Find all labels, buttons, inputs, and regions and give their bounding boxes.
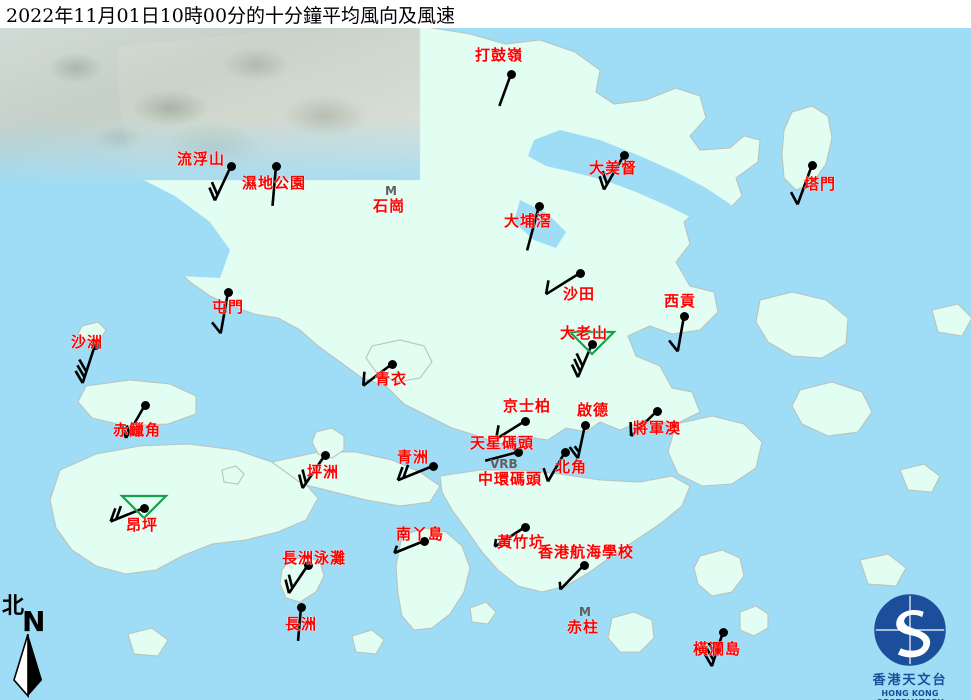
compass-rose: 北 N (2, 588, 66, 700)
station-wind-code: VRB (490, 457, 518, 471)
compass-label-en: N (22, 605, 46, 638)
station-name-label: 屯門 (212, 298, 245, 316)
land-islet-d (127, 627, 169, 657)
hko-name-en: HONG KONG OBSERVATORY (876, 689, 943, 700)
title-bar: 2022年11月01日10時00分的十分鐘平均風向及風速 (0, 0, 971, 28)
station-name-label: 橫瀾島 (693, 640, 742, 658)
station-dot (320, 450, 330, 460)
station-dot (139, 503, 149, 513)
station-name-label: 大埔滘 (504, 212, 553, 230)
station-name-label: 黃竹坑 (497, 533, 546, 551)
station-dot (520, 416, 530, 426)
water-port-shelter (696, 330, 800, 398)
station-dot (579, 560, 589, 570)
station-name-label: 青衣 (375, 370, 408, 388)
station-dot (560, 447, 570, 457)
compass-needle-icon (13, 634, 42, 699)
land-islet-g (931, 303, 971, 337)
land-sai-kung-islands (755, 291, 849, 359)
station-name-label: 濕地公園 (242, 174, 307, 192)
station-dot (226, 161, 236, 171)
station-name-label: 天星碼頭 (470, 434, 535, 452)
compass-label-cn: 北 (2, 593, 25, 619)
station-name-label: 塔門 (804, 175, 837, 193)
land-peng-chau (311, 427, 345, 459)
hko-name-cn: 香港天文台 (872, 673, 948, 688)
station-dot (303, 560, 313, 570)
station-dot (419, 536, 429, 546)
land-sha-chau (77, 321, 107, 341)
land-lamma (395, 527, 471, 631)
station-dot (580, 420, 590, 430)
station-name-label: 打鼓嶺 (475, 46, 524, 64)
station-name-label: 中環碼頭 (478, 470, 543, 488)
land-clear-water-bay (667, 415, 763, 487)
land-islet-f (859, 553, 907, 587)
water-victoria-harbour (400, 430, 716, 482)
land-tung-lung (693, 549, 745, 597)
station-name-label: 西貢 (664, 292, 697, 310)
station-name-label: 啟德 (577, 401, 610, 419)
station-dot (718, 627, 728, 637)
station-dot (652, 406, 662, 416)
station-name-label: 流浮山 (177, 150, 226, 168)
station-dot (513, 447, 523, 457)
station-name-label: 青洲 (397, 448, 430, 466)
station-name-label: 沙洲 (71, 333, 104, 351)
station-dot (506, 69, 516, 79)
station-dot (679, 311, 689, 321)
land-high-island (791, 381, 873, 437)
station-name-label: 坪洲 (307, 463, 340, 481)
station-name-label: 香港航海學校 (538, 543, 635, 561)
station-dot (271, 161, 281, 171)
land-hong-kong-island (439, 469, 691, 593)
land-waglan (739, 605, 769, 637)
station-name-label: 大美督 (589, 159, 638, 177)
land-islet-b (469, 601, 497, 625)
station-dot (90, 340, 100, 350)
land-islet-c (351, 629, 385, 655)
hko-emblem-icon (874, 594, 946, 666)
station-name-label: 長洲泳灘 (282, 549, 347, 567)
station-dot (296, 602, 306, 612)
station-dot (140, 400, 150, 410)
station-name-label: 大老山 (560, 324, 609, 342)
station-dot (223, 287, 233, 297)
station-dot (575, 268, 585, 278)
station-dot (520, 522, 530, 532)
water-tolo-harbour (528, 130, 744, 232)
station-name-label: 赤鱲角 (113, 421, 162, 439)
station-wind-code: M (385, 184, 397, 198)
station-name-label: 石崗 (373, 197, 406, 215)
station-name-label: 赤柱 (567, 618, 600, 636)
station-dot (428, 461, 438, 471)
page-title: 2022年11月01日10時00分的十分鐘平均風向及風速 (6, 5, 456, 27)
station-name-label: 將軍澳 (633, 419, 682, 437)
station-name-label: 長洲 (285, 615, 318, 633)
station-wind-code: M (579, 605, 591, 619)
station-name-label: 南丫島 (396, 525, 445, 543)
land-po-toi (607, 611, 655, 653)
land-islet-e (899, 463, 941, 493)
station-name-label: 昂坪 (126, 516, 159, 534)
land-chek-lap-kok (77, 379, 197, 427)
land-islet-a (221, 465, 245, 485)
station-name-label: 沙田 (563, 285, 596, 303)
station-name-label: 京士柏 (503, 397, 552, 415)
station-dot (807, 160, 817, 170)
station-name-label: 北角 (555, 458, 588, 476)
hko-logo: 香港天文台 HONG KONG OBSERVATORY (852, 592, 968, 700)
water-deep-bay (0, 150, 230, 278)
station-dot (387, 359, 397, 369)
land-lantau (49, 443, 319, 575)
station-dot (534, 201, 544, 211)
station-dot (587, 339, 597, 349)
station-dot (619, 150, 629, 160)
